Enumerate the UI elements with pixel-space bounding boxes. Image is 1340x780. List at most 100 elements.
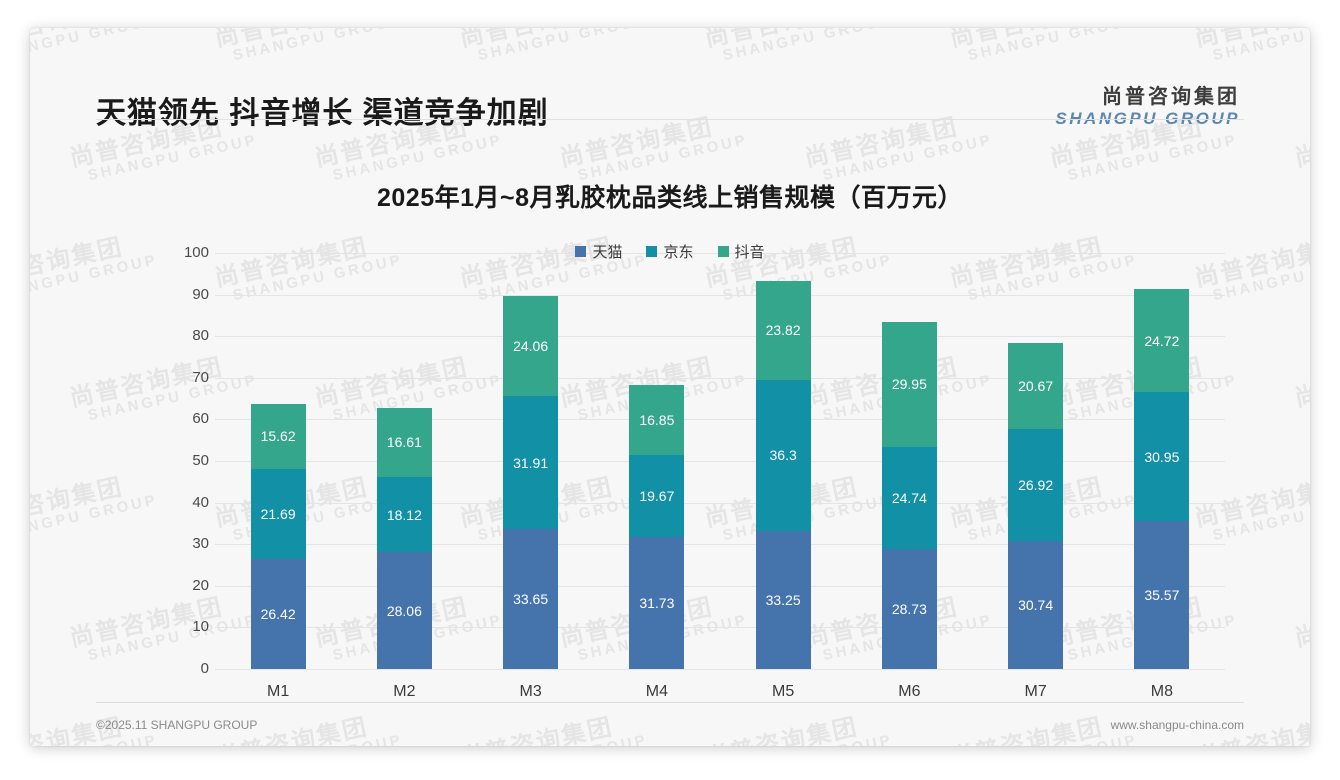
x-axis-tick-label: M8: [1150, 683, 1173, 700]
bar-value-label: 18.12: [386, 506, 422, 523]
legend-label: 抖音: [734, 244, 765, 261]
bar-series-container: 15.62 21.69 26.42 M1 16.61 18.12 28.06 M2 24.06 3…: [215, 253, 1225, 700]
x-axis-tick-label: M2: [393, 683, 416, 700]
bar-segment[interactable]: 28.06: [376, 552, 432, 669]
bar-group: 24.06 31.91 33.65 M3: [468, 253, 593, 700]
y-axis-tick-label: 30: [192, 535, 209, 553]
bar-segment[interactable]: 19.67: [629, 455, 685, 538]
bar-value-label: 28.06: [386, 602, 422, 619]
bar-value-label: 24.74: [891, 490, 927, 507]
bar-stack[interactable]: 29.95 24.74 28.73: [881, 322, 937, 669]
bar-stack[interactable]: 24.06 31.91 33.65: [503, 296, 559, 669]
bar-value-label: 31.73: [639, 595, 675, 611]
y-axis-tick-label: 100: [183, 244, 209, 261]
gridline: [215, 669, 1225, 670]
y-axis-tick-label: 70: [192, 368, 209, 386]
bar-segment[interactable]: 35.57: [1134, 521, 1190, 669]
bar-segment[interactable]: 36.3: [755, 379, 811, 531]
y-axis-tick-label: 10: [192, 618, 209, 636]
y-axis-tick-label: 80: [192, 327, 209, 345]
bar-segment[interactable]: 16.61: [376, 407, 432, 477]
gridline: [215, 377, 1225, 379]
bar-value-label: 20.67: [1018, 378, 1054, 395]
bar-segment[interactable]: 21.69: [250, 468, 306, 560]
bar-segment[interactable]: 29.95: [881, 322, 937, 447]
bar-value-label: 30.95: [1144, 448, 1180, 465]
bar-group: 16.61 18.12 28.06 M2: [342, 253, 467, 700]
gridline: [215, 461, 1225, 462]
bar-segment[interactable]: 26.42: [250, 559, 306, 669]
bar-value-label: 24.06: [513, 338, 549, 355]
bar-segment[interactable]: 31.91: [503, 396, 559, 530]
gridline: [215, 544, 1225, 546]
bar-segment[interactable]: 30.74: [1008, 541, 1064, 669]
legend-swatch-icon: [717, 246, 729, 257]
bar-segment[interactable]: 23.82: [755, 280, 811, 380]
bar-value-label: 16.85: [639, 412, 675, 429]
bar-segment[interactable]: 24.06: [503, 296, 559, 397]
legend-item-2[interactable]: 抖音: [717, 241, 765, 262]
header-divider: [96, 119, 1244, 120]
bar-value-label: 24.72: [1144, 332, 1180, 349]
bar-stack[interactable]: 23.82 36.3 33.25: [755, 280, 811, 669]
bar-value-label: 31.91: [513, 454, 549, 471]
bar-value-label: 26.42: [260, 606, 296, 623]
footer-website: www.shangpu-china.com: [1110, 718, 1244, 732]
bar-value-label: 16.61: [386, 434, 422, 451]
footer-copyright: ©2025.11 SHANGPU GROUP: [96, 718, 258, 732]
bar-value-label: 15.62: [260, 428, 296, 445]
bar-group: 29.95 24.74 28.73 M6: [847, 253, 972, 700]
bar-segment[interactable]: 24.74: [881, 446, 937, 550]
bar-segment[interactable]: 18.12: [376, 476, 432, 553]
gridline: [215, 502, 1225, 504]
bar-segment[interactable]: 24.72: [1134, 289, 1190, 393]
bar-segment[interactable]: 33.65: [503, 529, 559, 669]
bar-group: 15.62 21.69 26.42 M1: [216, 253, 341, 700]
legend-label: 天猫: [592, 244, 623, 261]
legend-swatch-icon: [646, 246, 658, 257]
bar-value-label: 33.25: [765, 591, 801, 608]
bar-value-label: 30.74: [1018, 597, 1054, 614]
logo-chinese-name: 尚普咨询集团: [1102, 86, 1240, 108]
bar-segment[interactable]: 31.73: [629, 537, 685, 669]
bar-stack[interactable]: 16.85 19.67 31.73: [629, 385, 685, 669]
gridline: [215, 585, 1225, 587]
bar-stack[interactable]: 20.67 26.92 30.74: [1008, 343, 1064, 669]
bar-segment[interactable]: 16.85: [629, 385, 685, 456]
bar-value-label: 21.69: [260, 505, 296, 522]
bar-segment[interactable]: 30.95: [1134, 392, 1190, 522]
bar-segment[interactable]: 15.62: [250, 403, 306, 469]
bar-value-label: 19.67: [639, 488, 675, 505]
bar-group: 24.72 30.95 35.57 M8: [1099, 253, 1224, 700]
bar-segment[interactable]: 26.92: [1008, 429, 1064, 542]
y-axis-tick-label: 0: [200, 660, 209, 677]
bar-segment[interactable]: 20.67: [1008, 343, 1064, 430]
bar-stack[interactable]: 24.72 30.95 35.57: [1134, 289, 1190, 669]
x-axis-tick-label: M4: [645, 683, 668, 700]
bar-group: 23.82 36.3 33.25 M5: [721, 253, 846, 700]
bar-segment[interactable]: 28.73: [881, 549, 937, 669]
bar-stack[interactable]: 15.62 21.69 26.42: [250, 403, 306, 669]
y-axis-tick-label: 20: [192, 576, 209, 594]
legend-label: 京东: [663, 244, 694, 261]
bar-segment[interactable]: 33.25: [755, 530, 811, 669]
company-logo: 尚普咨询集团 SHANGPU GROUP: [1055, 85, 1240, 129]
y-axis-tick-label: 60: [192, 410, 209, 428]
y-axis-tick-label: 40: [192, 493, 209, 511]
x-axis-tick-label: M5: [772, 683, 795, 700]
bar-value-label: 29.95: [891, 376, 927, 393]
y-axis-tick-label: 50: [192, 452, 209, 469]
footer-divider: [96, 702, 1244, 703]
bar-value-label: 35.57: [1144, 587, 1180, 604]
legend-item-0[interactable]: 天猫: [575, 241, 622, 262]
y-axis-tick-label: 90: [192, 285, 209, 303]
page-title: 天猫领先 抖音增长 渠道竞争加剧: [96, 97, 549, 130]
bar-value-label: 23.82: [765, 322, 801, 339]
gridline: [215, 419, 1225, 421]
legend-item-1[interactable]: 京东: [646, 241, 694, 262]
x-axis-tick-label: M6: [898, 683, 921, 700]
chart-legend: 天猫 京东 抖音: [30, 241, 1310, 262]
slide-header: 天猫领先 抖音增长 渠道竞争加剧 尚普咨询集团 SHANGPU GROUP: [30, 28, 1310, 130]
bar-stack[interactable]: 16.61 18.12 28.06: [376, 407, 432, 669]
